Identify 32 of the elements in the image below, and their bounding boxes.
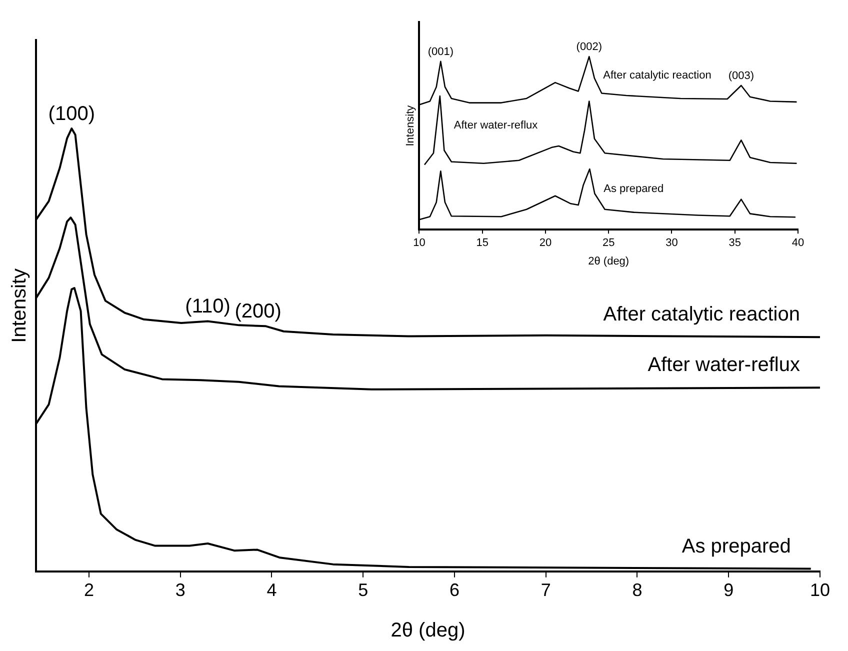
x-tick-label: 30 bbox=[666, 237, 678, 250]
x-tick-label: 2 bbox=[84, 580, 94, 600]
x-tick-label: 5 bbox=[358, 580, 368, 600]
annotation: (002) bbox=[576, 41, 602, 54]
x-tick-label: 3 bbox=[175, 580, 186, 600]
y-axis-title: Intensity bbox=[404, 104, 417, 146]
x-tick-label: 9 bbox=[724, 580, 734, 600]
x-tick-label: 6 bbox=[449, 580, 460, 600]
x-tick-label: 25 bbox=[602, 237, 615, 250]
x-tick-label: 40 bbox=[792, 237, 804, 250]
annotation: (110) bbox=[185, 296, 230, 318]
annotation: (001) bbox=[428, 46, 454, 58]
annotation: (100) bbox=[48, 103, 95, 126]
x-tick-label: 35 bbox=[728, 237, 741, 250]
x-tick-label: 15 bbox=[476, 237, 488, 250]
series-label: After water-reflux bbox=[648, 354, 800, 376]
x-axis-title: 2θ (deg) bbox=[588, 255, 630, 268]
series-label: After catalytic reaction bbox=[603, 304, 800, 326]
annotation: (200) bbox=[234, 300, 282, 323]
y-axis-title: Intensity bbox=[8, 268, 31, 343]
series-label: As prepared bbox=[604, 183, 664, 196]
x-tick-label: 4 bbox=[266, 580, 277, 600]
x-tick-label: 10 bbox=[810, 580, 830, 600]
series-label: After catalytic reaction bbox=[603, 69, 712, 82]
x-axis-title: 2θ (deg) bbox=[390, 620, 466, 642]
x-tick-label: 7 bbox=[540, 580, 551, 600]
x-tick-label: 20 bbox=[539, 237, 552, 250]
annotation: (003) bbox=[728, 70, 754, 82]
x-tick-label: 10 bbox=[413, 237, 426, 250]
series-label: After water-reflux bbox=[454, 120, 538, 132]
x-tick-label: 8 bbox=[632, 580, 642, 600]
series-label: As prepared bbox=[682, 535, 791, 558]
